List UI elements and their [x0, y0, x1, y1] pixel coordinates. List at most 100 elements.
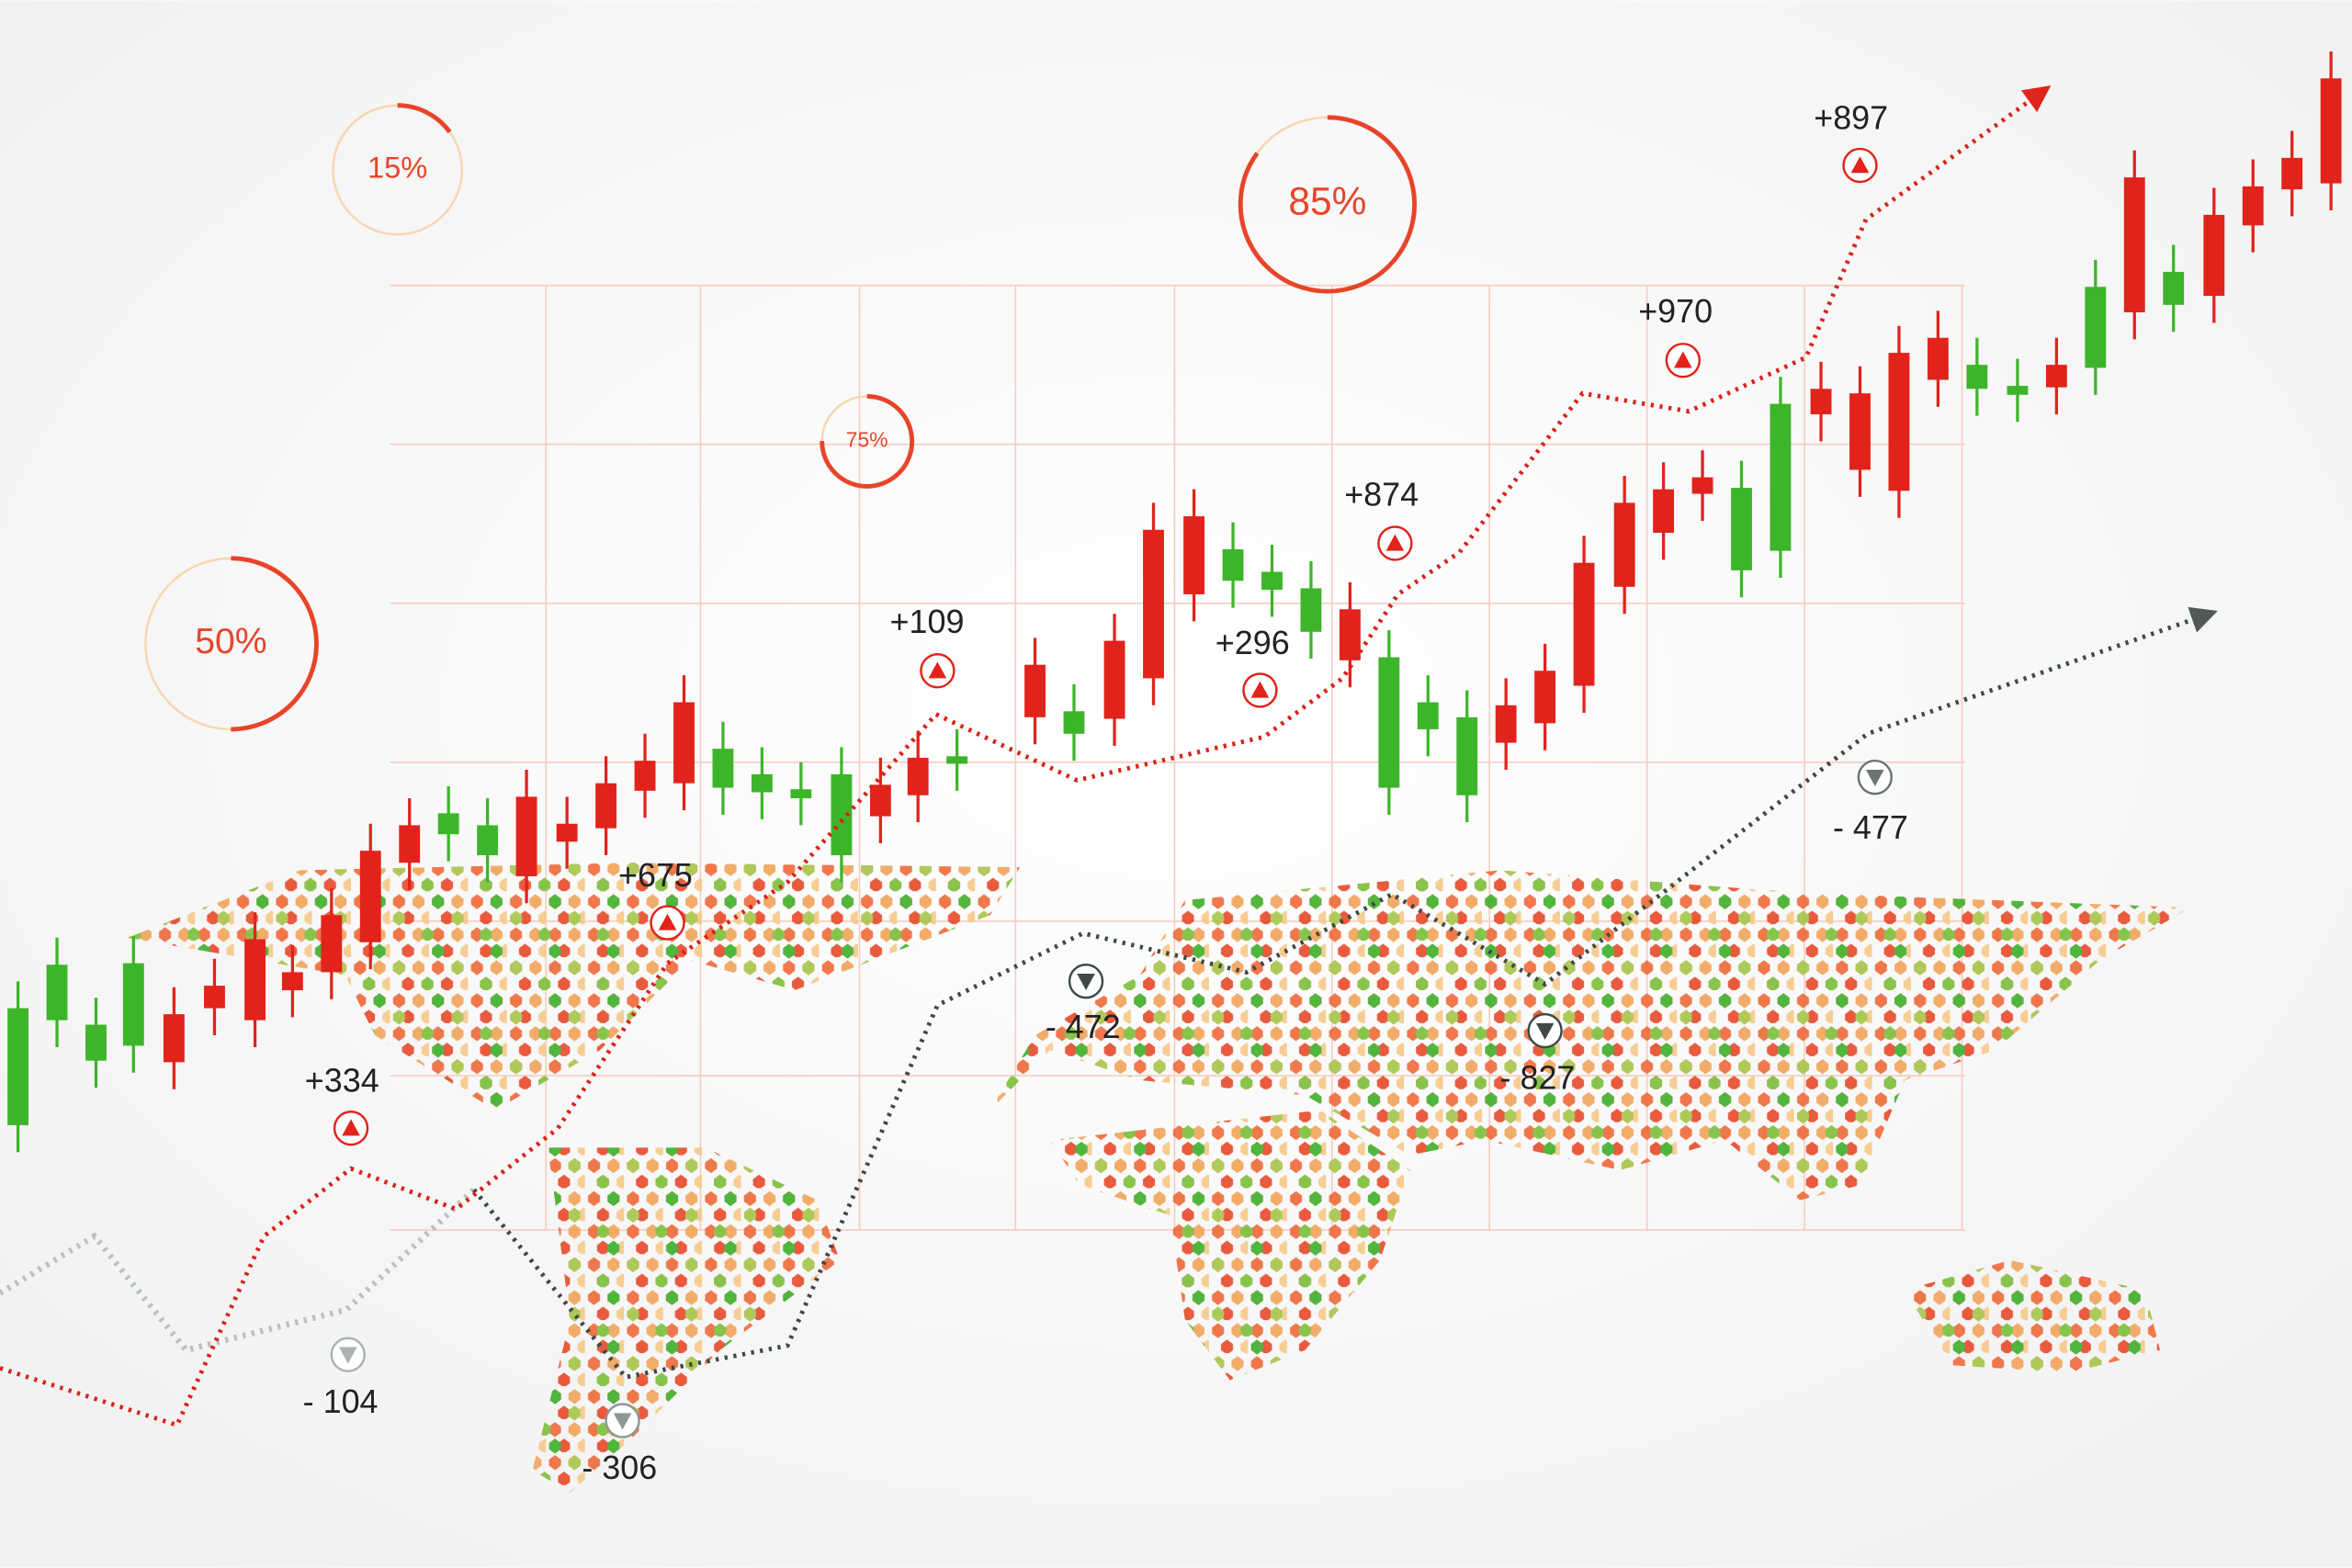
- candle-body: [556, 823, 578, 842]
- candle-body: [477, 825, 499, 856]
- candle-body: [1888, 353, 1910, 491]
- up-arrow: [1850, 156, 1870, 174]
- candle-body: [869, 784, 891, 817]
- land-hexes: [1049, 1110, 1410, 1381]
- gauge-label: 75%: [846, 427, 888, 451]
- candle-body: [321, 915, 343, 973]
- candle-body: [1183, 516, 1205, 594]
- candlesticks: [7, 51, 2342, 1153]
- candle-body: [85, 1024, 107, 1061]
- candle-body: [1731, 488, 1752, 570]
- candle-body: [244, 939, 266, 1021]
- candle-body: [790, 789, 812, 799]
- gauges: 15% 85% 75% 50%: [142, 103, 1418, 732]
- up-arrow: [1250, 681, 1270, 698]
- up-arrow: [1674, 351, 1692, 368]
- candle-body: [2045, 365, 2067, 388]
- candle-body: [1966, 365, 1988, 389]
- candle-body: [1063, 711, 1085, 734]
- candle-body: [1534, 671, 1556, 724]
- candle-body: [634, 761, 656, 791]
- candle-body: [1810, 389, 1832, 415]
- candle-body: [1300, 588, 1322, 632]
- trend-lines: [0, 85, 2218, 1428]
- candle-body: [2085, 287, 2107, 368]
- gain-label: +897: [1814, 99, 1888, 137]
- candle-body: [673, 702, 695, 784]
- loss-label: - 827: [1500, 1058, 1576, 1096]
- candle-body: [163, 1014, 185, 1063]
- down-arrow: [1866, 769, 1884, 786]
- gauge-arc: [1238, 115, 1418, 294]
- up-arrow: [928, 661, 947, 679]
- gauge-arc: [142, 556, 319, 732]
- gain-label: +970: [1638, 292, 1713, 330]
- candle-body: [1770, 403, 1792, 551]
- candle-body: [204, 986, 225, 1009]
- land-hexes: [532, 1147, 841, 1493]
- gauge-arc: [331, 103, 465, 237]
- down-arrow: [1077, 974, 1095, 990]
- candle-body: [359, 851, 381, 942]
- up-arrow: [342, 1119, 360, 1136]
- gain-label: +334: [305, 1062, 379, 1100]
- candle-body: [1339, 609, 1361, 660]
- down-arrow: [338, 1347, 357, 1364]
- candle-body: [1456, 716, 1478, 795]
- gauge-arc: [820, 394, 915, 489]
- candle-body: [946, 756, 968, 764]
- gauge-label: 85%: [1288, 180, 1366, 223]
- world-map: [127, 863, 2190, 1493]
- candle-body: [1024, 664, 1046, 717]
- red-line: [0, 85, 2052, 1428]
- candle-body: [515, 796, 537, 876]
- candle-body: [1653, 489, 1675, 534]
- candle-body: [2163, 271, 2185, 305]
- candle-body: [46, 964, 68, 1021]
- up-arrow: [658, 913, 677, 931]
- gain-label: +874: [1344, 475, 1419, 513]
- candle-body: [1849, 393, 1871, 470]
- land-hexes: [989, 870, 2190, 1201]
- loss-label: - 477: [1833, 808, 1908, 846]
- candle-body: [1495, 705, 1517, 743]
- down-arrow: [613, 1413, 632, 1430]
- candle-body: [122, 963, 144, 1046]
- candle-body: [1103, 640, 1125, 719]
- gauge-label: 15%: [368, 151, 427, 185]
- candle-body: [2242, 186, 2264, 226]
- candle-body: [2007, 386, 2029, 395]
- candle-body: [1143, 529, 1164, 679]
- candle-body: [1613, 502, 1635, 587]
- candle-body: [595, 783, 617, 829]
- loss-label: - 104: [303, 1382, 379, 1420]
- candle-body: [437, 813, 459, 835]
- candle-body: [2281, 157, 2303, 190]
- loss-label: - 472: [1046, 1008, 1121, 1045]
- candle-body: [2320, 78, 2342, 184]
- candle-body: [1417, 702, 1439, 729]
- land-hexes: [127, 863, 1021, 1111]
- gauge-label: 50%: [195, 622, 266, 661]
- annotations: +334 +675 +109 +296 +874 +970 +897 - 104 - 306 - …: [303, 99, 1908, 1486]
- land-hexes: [1905, 1259, 2161, 1373]
- candle-body: [281, 972, 303, 990]
- candle-body: [751, 773, 773, 793]
- candle-body: [712, 749, 734, 788]
- candle-body: [1691, 477, 1713, 494]
- down-arrow: [1535, 1022, 1555, 1040]
- candle-body: [1222, 548, 1244, 581]
- candle-body: [1261, 571, 1283, 591]
- candle-body: [907, 757, 929, 795]
- gain-label: +109: [890, 603, 965, 640]
- gain-label: +675: [618, 856, 693, 894]
- candle-body: [2203, 214, 2225, 297]
- gray-line: [0, 1187, 477, 1354]
- candle-body: [2123, 177, 2145, 313]
- loss-label: - 306: [582, 1449, 657, 1486]
- candle-body: [831, 773, 853, 856]
- gain-label: +296: [1216, 624, 1290, 661]
- up-arrow: [1385, 534, 1405, 551]
- candle-body: [1378, 657, 1400, 788]
